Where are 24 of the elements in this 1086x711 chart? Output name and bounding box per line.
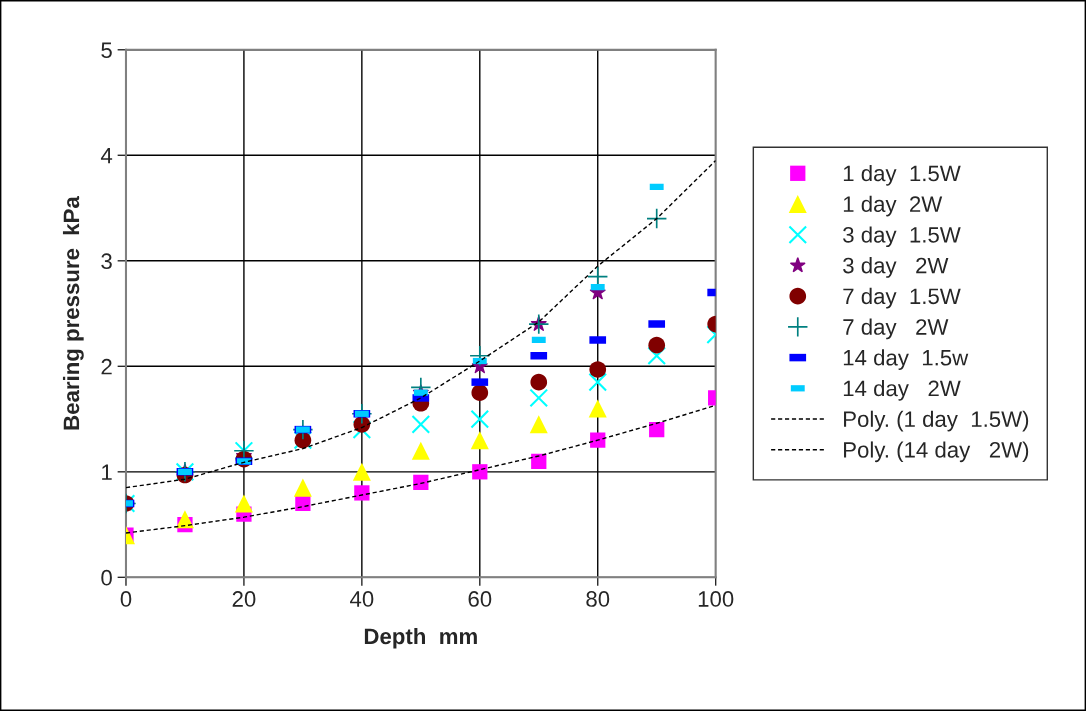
y-tick-label: 2 [101,358,112,375]
legend-label: 14 day 2W [843,379,961,401]
y-tick-label: 1 [102,464,112,480]
y-tick-label: 3 [101,253,112,270]
legend-label: 14 day 1.5w [843,349,969,370]
y-axis-title: Bearing pressure kPa [62,196,84,430]
x-tick-label: 100 [698,591,734,607]
legend-label: Poly. (14 day 2W) [844,441,1029,463]
x-tick-label: 40 [350,591,374,607]
legend-label: 3 day 1.5W [843,226,961,248]
x-tick-label: 20 [232,591,256,607]
y-tick-label: 4 [100,148,113,164]
x-tick-label: 80 [586,591,610,607]
legend-label: Poly. (1 day 1.5W) [844,410,1029,432]
y-tick-label: 5 [101,42,112,59]
y-tick-label: 0 [101,569,112,586]
legend-label: 7 day 1.5W [843,287,961,309]
x-axis-title: Depth mm [364,627,477,649]
legend-label: 3 day 2W [843,257,949,278]
x-tick-label: 60 [468,591,492,607]
legend-label: 7 day 2W [843,318,949,340]
legend-label: 1 day 2W [843,195,943,217]
legend-label: 1 day 1.5W [843,164,961,186]
x-tick-label: 0 [120,591,132,607]
